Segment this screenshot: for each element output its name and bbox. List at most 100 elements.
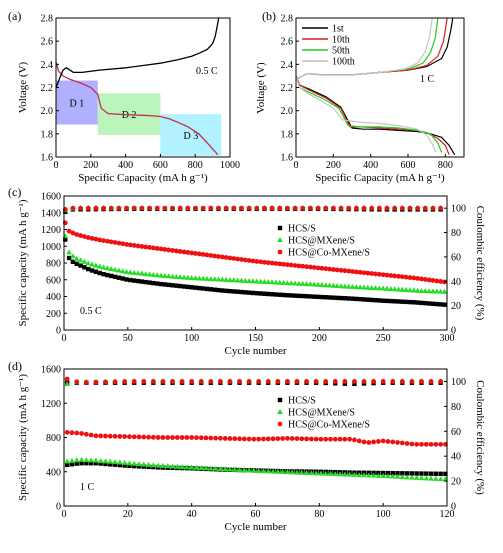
capacity-point xyxy=(146,464,151,470)
capacity-point xyxy=(373,271,378,277)
y2-tick-label: 20 xyxy=(451,477,461,488)
capacity-point xyxy=(93,457,99,463)
capacity-point xyxy=(101,271,106,277)
capacity-point xyxy=(262,291,267,296)
capacity-point xyxy=(409,474,415,480)
y-tick-label: 200 xyxy=(46,309,61,320)
capacity-point xyxy=(423,441,429,447)
capacity-point xyxy=(242,257,248,263)
capacity-point xyxy=(196,275,203,281)
efficiency-point xyxy=(64,380,70,386)
discharge-curve xyxy=(295,75,437,153)
capacity-point xyxy=(128,277,133,283)
capacity-point xyxy=(319,281,325,287)
capacity-point xyxy=(437,288,444,294)
efficiency-point xyxy=(380,379,386,384)
capacity-point xyxy=(88,457,94,463)
capacity-point xyxy=(223,255,229,260)
capacity-point xyxy=(311,265,317,270)
capacity-point xyxy=(262,259,267,265)
capacity-point xyxy=(208,253,214,258)
capacity-point xyxy=(300,293,305,299)
capacity-point xyxy=(361,297,367,302)
efficiency-point xyxy=(231,205,237,211)
capacity-point xyxy=(185,250,191,255)
y-tick-label: 0 xyxy=(56,326,61,337)
capacity-point xyxy=(345,283,352,289)
capacity-point xyxy=(409,471,415,476)
capacity-point xyxy=(198,435,204,441)
capacity-point xyxy=(434,278,440,284)
capacity-point xyxy=(208,287,214,292)
capacity-point xyxy=(173,273,180,279)
capacity-point xyxy=(426,301,432,306)
x-tick-label: 800 xyxy=(438,160,453,171)
capacity-point xyxy=(277,261,283,267)
capacity-point xyxy=(326,282,333,288)
capacity-point xyxy=(235,289,240,294)
capacity-point xyxy=(296,293,302,299)
capacity-point xyxy=(158,281,164,287)
capacity-point xyxy=(117,462,123,468)
capacity-point xyxy=(69,462,75,467)
efficiency-point xyxy=(217,379,223,384)
capacity-point xyxy=(307,264,313,270)
y2-axis-label: Coulombic efficiency (%) xyxy=(474,206,486,321)
capacity-point xyxy=(296,263,302,269)
region-box xyxy=(160,114,222,156)
capacity-point xyxy=(269,279,275,285)
capacity-point xyxy=(198,464,205,470)
capacity-point xyxy=(331,295,336,300)
capacity-point xyxy=(251,436,257,442)
efficiency-point xyxy=(330,205,336,211)
capacity-point xyxy=(232,436,238,442)
capacity-point xyxy=(103,461,108,467)
capacity-point xyxy=(414,441,420,447)
capacity-point xyxy=(81,258,88,264)
efficiency-point xyxy=(428,379,434,384)
capacity-point xyxy=(323,295,328,300)
capacity-point xyxy=(304,264,309,270)
capacity-point xyxy=(258,259,264,265)
capacity-point xyxy=(256,436,262,442)
capacity-point xyxy=(74,461,79,466)
capacity-point xyxy=(70,230,76,236)
capacity-point xyxy=(342,296,348,301)
x-tick-label: 60 xyxy=(251,509,261,520)
capacity-point xyxy=(93,262,99,268)
capacity-point xyxy=(189,250,195,256)
capacity-point xyxy=(353,269,359,275)
capacity-point xyxy=(422,288,429,294)
capacity-point xyxy=(357,296,363,302)
capacity-point xyxy=(366,440,372,445)
y-tick-label: 800 xyxy=(46,259,61,270)
capacity-point xyxy=(220,288,225,293)
capacity-point xyxy=(346,471,353,477)
capacity-point xyxy=(265,279,272,285)
capacity-point xyxy=(289,436,295,441)
capacity-point xyxy=(74,430,80,436)
capacity-point xyxy=(423,300,428,306)
capacity-point xyxy=(400,471,405,476)
capacity-point xyxy=(84,460,89,466)
capacity-point xyxy=(215,276,222,282)
capacity-point xyxy=(82,265,87,270)
capacity-point xyxy=(150,434,156,440)
capacity-point xyxy=(392,299,397,304)
capacity-point xyxy=(189,285,194,290)
capacity-point xyxy=(66,255,72,261)
y2-tick-label: 60 xyxy=(451,427,461,438)
capacity-point xyxy=(338,295,344,301)
y2-tick-label: 80 xyxy=(451,402,461,413)
panel-label: (a) xyxy=(8,9,21,23)
legend-label: 100th xyxy=(332,57,355,68)
y-tick-label: 2.0 xyxy=(41,106,54,117)
x-tick-label: 40 xyxy=(187,509,197,520)
capacity-point xyxy=(74,232,80,237)
capacity-point xyxy=(285,262,290,268)
capacity-point xyxy=(203,465,209,471)
capacity-point xyxy=(188,275,195,281)
efficiency-point xyxy=(430,205,436,211)
y-tick-label: 2.2 xyxy=(281,83,294,94)
capacity-point xyxy=(265,436,271,442)
